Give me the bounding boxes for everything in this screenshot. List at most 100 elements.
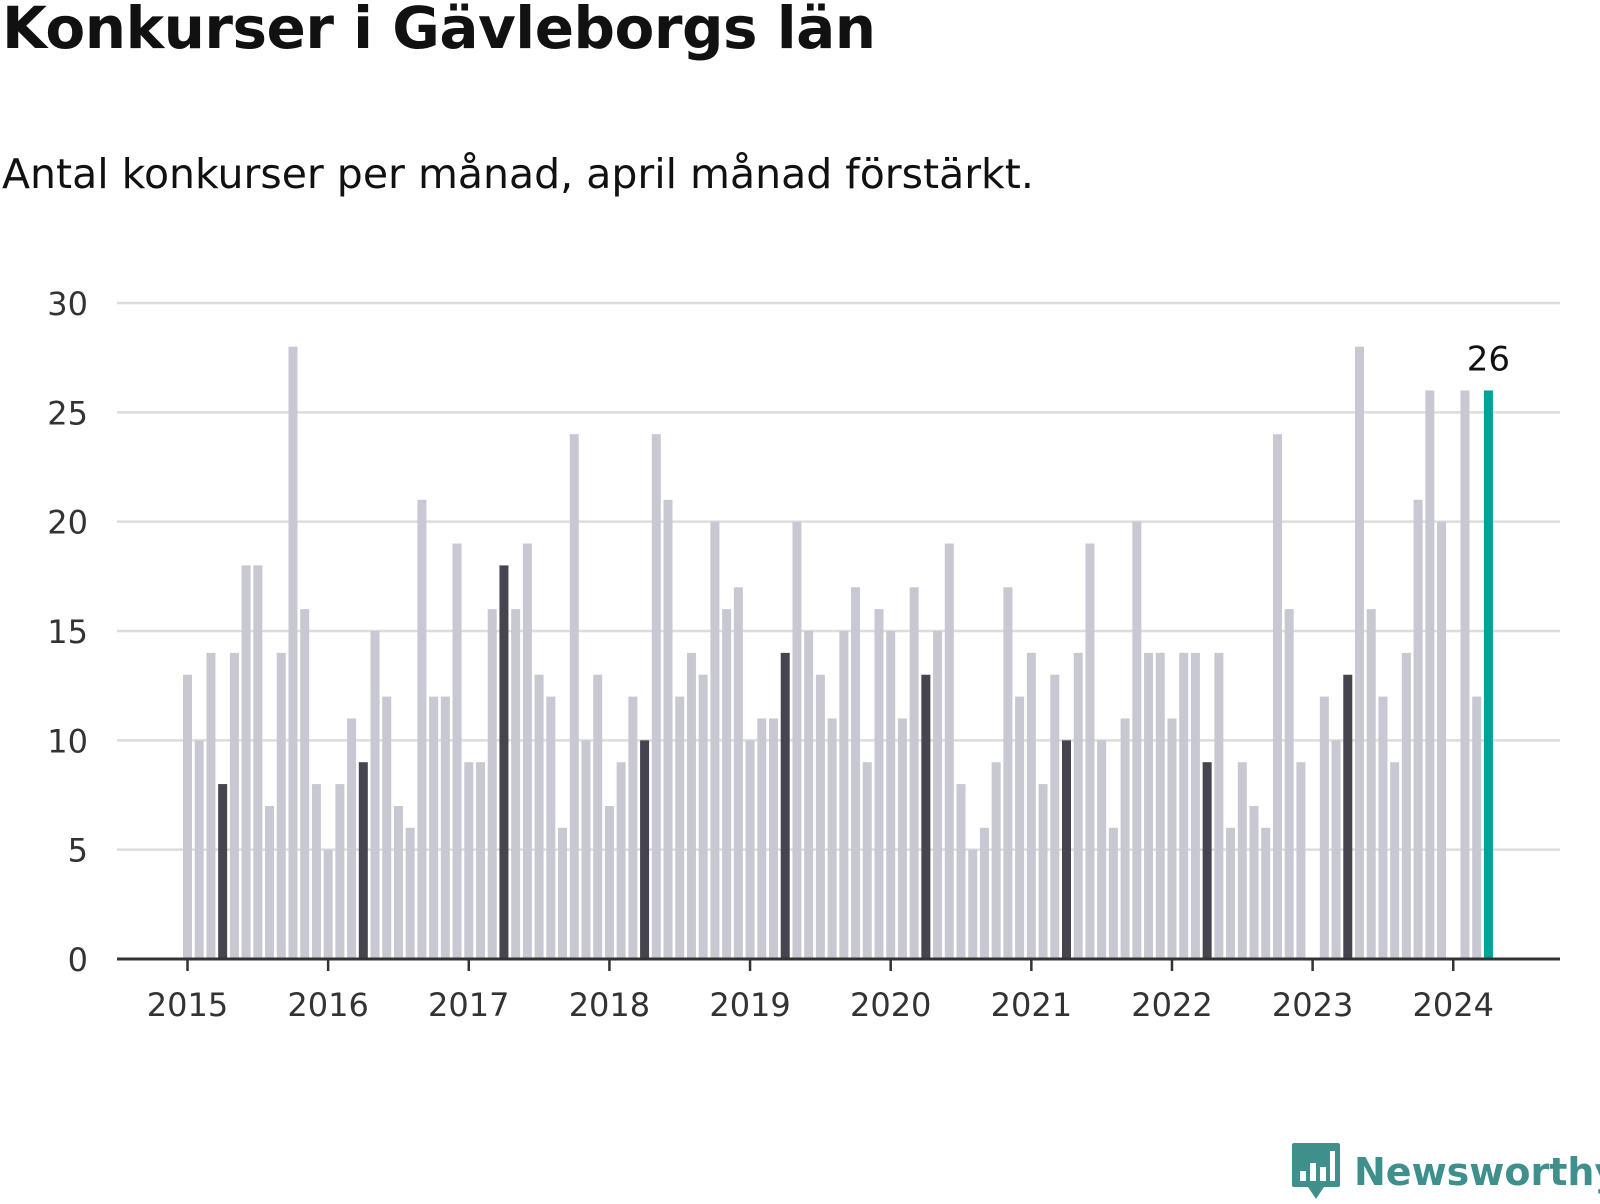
bar-highlight [1483,390,1493,959]
bar [921,674,931,959]
bar [628,696,638,959]
chart-subtitle: Antal konkurser per månad, april månad f… [2,150,1034,198]
bar [1062,740,1071,959]
y-tick-label: 0 [68,941,88,979]
bar [1284,609,1294,959]
highlight-data-label: 26 [1467,339,1510,379]
bar [745,740,755,959]
grid-lines [117,301,1560,851]
bar [593,674,603,959]
bar [979,827,989,959]
y-tick-label: 5 [68,832,88,870]
bar [1437,521,1447,959]
bar [1144,652,1154,959]
bar [1343,674,1353,959]
bar [686,652,696,959]
bar [933,631,943,959]
bar [710,521,720,959]
bar [1319,696,1329,959]
x-tick-label: 2018 [569,986,650,1024]
bar [1026,652,1036,959]
bar [300,609,310,959]
bar [733,587,743,959]
x-axis-ticks: 2015 2016 2017 2018 2019 2020 2021 2022 2023 2024 [147,959,1494,1024]
x-tick-label: 2024 [1413,986,1494,1024]
bar [323,849,333,959]
bar [757,718,767,959]
bar [827,718,837,959]
bar [804,631,814,959]
brand-name: Newsworthy [1354,1150,1600,1194]
bar [253,565,263,959]
bar [1413,499,1423,959]
bar [440,696,450,959]
x-tick-label: 2021 [991,986,1072,1024]
bar [1132,521,1142,959]
bar [780,652,790,959]
chart-title: Konkurser i Gävleborgs län [2,0,876,62]
bar [382,696,392,959]
bar [1331,740,1341,959]
bar [429,696,439,959]
y-tick-label: 20 [47,504,88,542]
bar [1085,543,1095,959]
x-tick-label: 2019 [709,986,790,1024]
bar [1108,827,1118,959]
bar [569,434,579,959]
bar [675,696,685,959]
bar [311,784,321,959]
bar [874,609,884,959]
bar [862,762,872,959]
bar [1214,652,1224,959]
bar [851,587,861,959]
bar [1226,827,1236,959]
bar [1272,434,1282,959]
bar [241,565,251,959]
bar-chart: 0 5 10 15 20 25 30 2015 2016 2017 2018 2019 2020 202… [47,285,1560,1024]
bar [1425,390,1435,959]
bar [265,805,275,959]
bar [229,652,239,959]
bar [452,543,462,959]
bar [218,784,228,959]
bar [1190,652,1200,959]
bar [956,784,966,959]
bar [358,762,368,959]
bar [991,762,1001,959]
bar [698,674,708,959]
bar [839,631,849,959]
bar [487,609,497,959]
bar [1097,740,1107,959]
bar [1015,696,1025,959]
newsworthy-logo-icon [1292,1143,1340,1199]
y-tick-label: 15 [47,613,88,651]
bar [511,609,521,959]
bar [1460,390,1470,959]
bar [405,827,415,959]
bar [651,434,661,959]
bar [616,762,626,959]
bar [581,740,591,959]
bar [534,674,544,959]
bar [522,543,532,959]
bar [464,762,474,959]
bar [1202,762,1212,959]
bar [183,674,192,959]
bar [288,346,298,959]
y-tick-label: 10 [47,722,88,760]
bar [1296,762,1306,959]
x-tick-label: 2017 [428,986,509,1024]
bar [1179,652,1189,959]
bar [558,827,568,959]
bar [897,718,907,959]
bar [909,587,919,959]
bar [276,652,286,959]
x-tick-label: 2022 [1131,986,1212,1024]
bar [1038,784,1048,959]
x-tick-label: 2023 [1272,986,1353,1024]
bar [815,674,825,959]
y-axis-ticks: 0 5 10 15 20 25 30 [47,285,88,979]
x-tick-label: 2015 [147,986,228,1024]
bar [722,609,732,959]
bar [604,805,614,959]
